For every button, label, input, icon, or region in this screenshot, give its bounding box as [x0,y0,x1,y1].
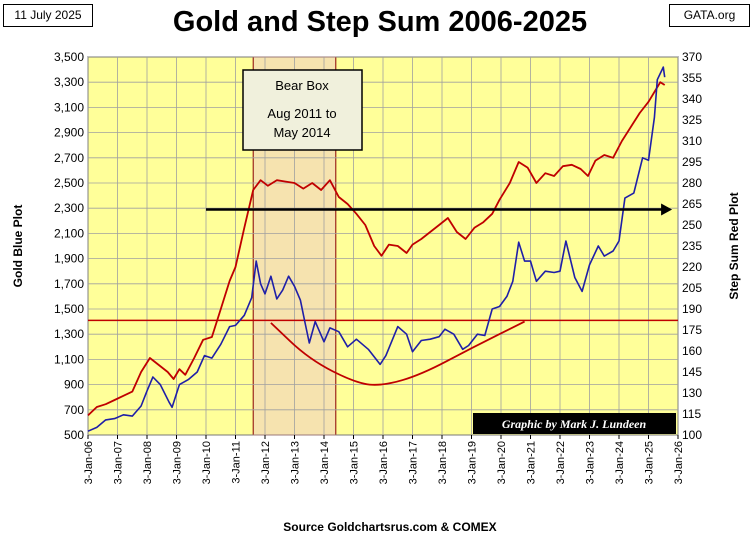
right-axis-ticks: 100 115 130 145 160 175 190 205 220 235 250 265 280 2… [682,50,702,442]
gold-series-line [87,66,666,432]
left-axis-label: Gold Blue Plot [11,205,25,288]
right-tick-label: 205 [682,281,702,295]
x-tick-label: 3-Jan-07 [113,441,125,484]
level-arrow [206,203,673,216]
left-axis-ticks: 500 700 900 1,100 1,300 1,500 1,700 1,900 2,100 2… [54,50,84,442]
left-tick-label: 900 [64,378,84,392]
x-tick-label: 3-Jan-22 [555,441,567,484]
brand-label: GATA.org [669,4,750,27]
right-tick-label: 280 [682,176,702,190]
left-tick-label: 500 [64,428,84,442]
x-tick-label: 3-Jan-11 [231,441,243,484]
left-tick-label: 2,100 [54,226,84,240]
x-tick-label: 3-Jan-18 [437,441,449,484]
left-tick-label: 1,100 [54,352,84,366]
right-tick-label: 175 [682,323,702,337]
x-tick-label: 3-Jan-25 [644,441,656,484]
left-tick-label: 1,700 [54,277,84,291]
left-tick-label: 3,100 [54,100,84,114]
x-tick-label: 3-Jan-24 [614,441,626,484]
right-tick-label: 370 [682,50,702,64]
x-tick-label: 3-Jan-23 [585,441,597,484]
bottom-arc [270,320,526,386]
left-tick-label: 700 [64,403,84,417]
x-tick-label: 3-Jan-09 [172,441,184,484]
right-axis-label: Step Sum Red Plot [727,192,741,299]
step-sum-series-line [87,81,666,417]
credit-box [473,413,676,434]
x-tick-label: 3-Jan-13 [290,441,302,484]
bear-box-callout [242,69,363,151]
right-tick-label: 310 [682,134,702,148]
x-tick-label: 3-Jan-12 [260,441,272,484]
left-tick-label: 3,500 [54,50,84,64]
x-tick-label: 3-Jan-10 [201,441,213,484]
x-tick-label: 3-Jan-06 [83,441,95,484]
left-tick-label: 3,300 [54,75,84,89]
right-tick-label: 220 [682,260,702,274]
left-tick-label: 2,700 [54,151,84,165]
right-tick-label: 295 [682,155,702,169]
bear-box-title: Bear Box [275,78,329,93]
right-tick-label: 265 [682,197,702,211]
left-tick-label: 2,500 [54,176,84,190]
right-tick-label: 145 [682,365,702,379]
right-tick-label: 355 [682,71,702,85]
x-tick-label: 3-Jan-16 [378,441,390,484]
left-tick-label: 1,500 [54,302,84,316]
right-tick-label: 235 [682,239,702,253]
x-tick-label: 3-Jan-17 [408,441,420,484]
x-tick-label: 3-Jan-15 [349,441,361,484]
credit-text: Graphic by Mark J. Lundeen [502,417,647,431]
x-tick-label: 3-Jan-08 [142,441,154,484]
bear-box-line2: May 2014 [273,125,330,140]
bear-box-line1: Aug 2011 to [267,106,336,121]
left-tick-label: 1,300 [54,327,84,341]
x-tick-label: 3-Jan-19 [467,441,479,484]
date-label: 11 July 2025 [3,4,93,27]
arrow-head [661,203,673,216]
left-tick-label: 2,900 [54,126,84,140]
grid-lines [87,56,679,436]
left-tick-label: 1,900 [54,252,84,266]
right-tick-label: 100 [682,428,702,442]
x-tick-label: 3-Jan-26 [673,441,685,484]
x-axis-ticks: 3-Jan-06 3-Jan-07 3-Jan-08 3-Jan-09 3-Jan-10… [83,435,685,484]
right-tick-label: 130 [682,386,702,400]
right-tick-label: 340 [682,92,702,106]
left-tick-label: 2,300 [54,201,84,215]
right-tick-label: 250 [682,218,702,232]
right-tick-label: 190 [682,302,702,316]
x-tick-label: 3-Jan-21 [526,441,538,484]
right-tick-label: 115 [682,407,701,421]
x-tick-label: 3-Jan-20 [496,441,508,484]
right-tick-label: 160 [682,344,702,358]
x-tick-label: 3-Jan-14 [319,441,331,484]
source-caption: Source Goldchartsrus.com & COMEX [283,520,497,534]
right-tick-label: 325 [682,113,702,127]
chart-title: Gold and Step Sum 2006-2025 [172,6,588,38]
